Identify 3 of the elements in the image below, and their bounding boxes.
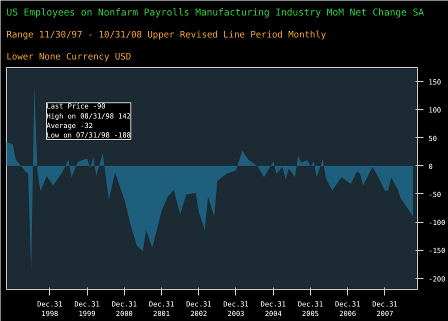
chart-title: US Employees on Nonfarm Payrolls Manufacturing Industry MoM Net Change SA (6, 8, 424, 18)
text: Range 11/30/97 - 10/31/08 Upper Revised Line Period Monthly (6, 30, 326, 40)
text: Lower None Currency USD (6, 52, 132, 62)
